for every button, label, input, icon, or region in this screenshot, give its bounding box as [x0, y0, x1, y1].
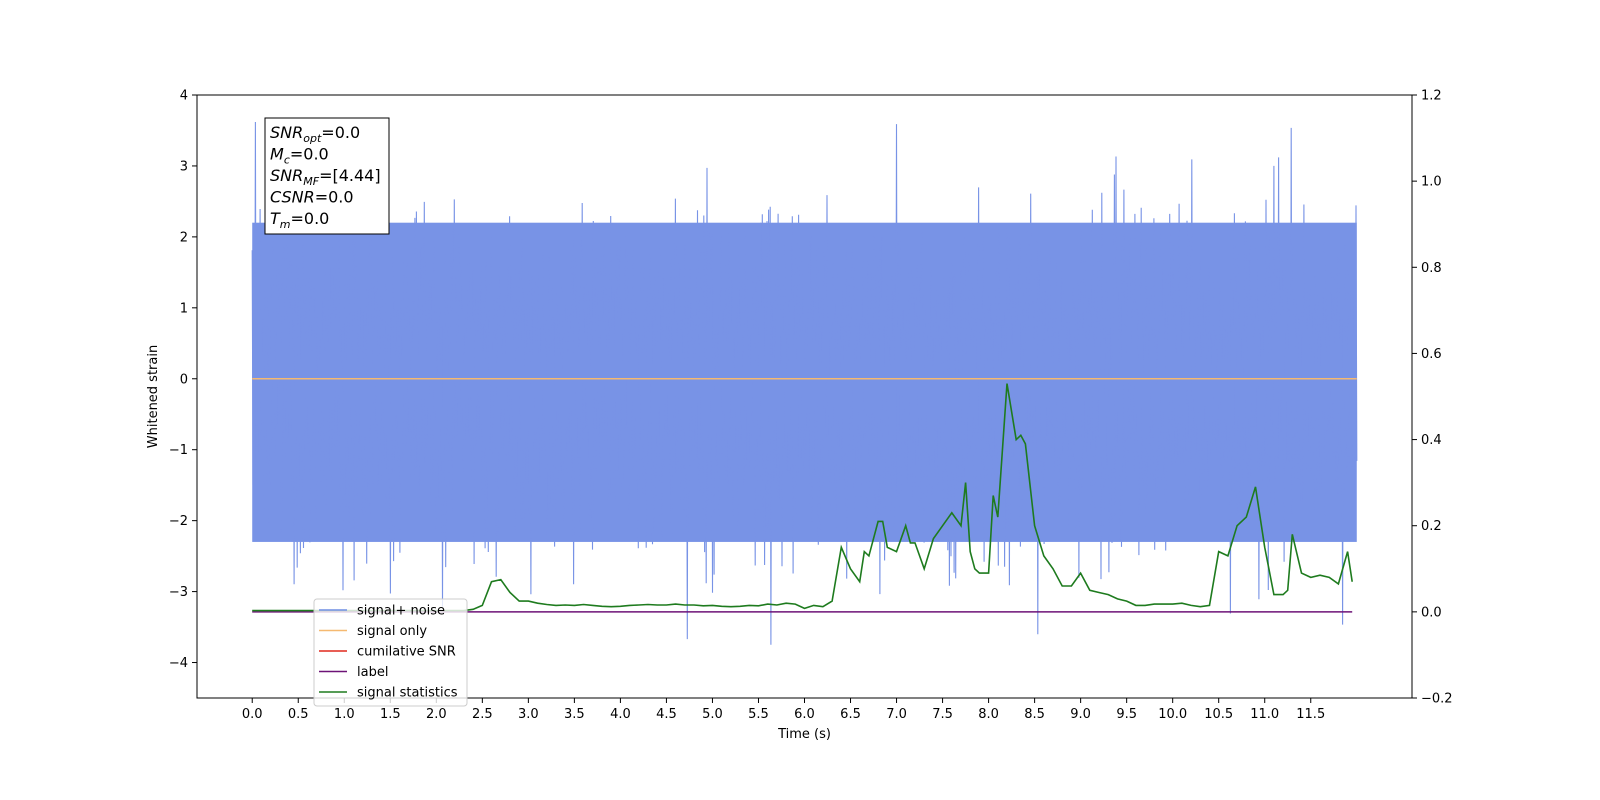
x-tick-label: 3.5: [564, 707, 585, 722]
annotation-line: CSNR=0.0: [270, 188, 354, 207]
y-axis-label: Whitened strain: [146, 345, 161, 448]
y-tick-label: −2: [169, 514, 188, 529]
x-tick-label: 0.5: [288, 707, 309, 722]
annotation-line: SNRMF=[4.44]: [270, 166, 381, 188]
x-tick-label: 6.5: [840, 707, 861, 722]
annotation-line: Tm=0.0: [270, 209, 329, 231]
x-tick-label: 9.0: [1070, 707, 1091, 722]
legend-label: cumilative SNR: [357, 645, 456, 660]
y2-tick-label: −0.2: [1421, 692, 1453, 707]
noise-trace-layer: [251, 121, 1358, 645]
x-tick-label: 4.0: [610, 707, 631, 722]
y-tick-label: −1: [169, 443, 188, 458]
y2-tick-label: 0.0: [1421, 605, 1442, 620]
x-tick-label: 4.5: [656, 707, 677, 722]
x-tick-label: 6.0: [794, 707, 815, 722]
y-tick-label: 3: [180, 159, 188, 174]
x-tick-label: 8.5: [1024, 707, 1045, 722]
x-tick-label: 1.5: [380, 707, 401, 722]
y2-tick-label: 0.8: [1421, 261, 1442, 276]
y-axis-ticks: −4 −3 −2 −1 0 1 2 3 4: [169, 89, 197, 671]
x-tick-label: 10.5: [1204, 707, 1233, 722]
x-tick-label: 1.0: [334, 707, 355, 722]
x-tick-label: 9.5: [1116, 707, 1137, 722]
y-tick-label: −4: [169, 656, 188, 671]
x-tick-label: 11.5: [1296, 707, 1325, 722]
x-tick-label: 11.0: [1250, 707, 1279, 722]
y-tick-label: 2: [180, 230, 188, 245]
x-tick-label: 5.0: [702, 707, 723, 722]
legend: signal+ noise signal only cumilative SNR la…: [313, 598, 468, 707]
y2-tick-label: 0.6: [1421, 347, 1442, 362]
x-axis-label: Time (s): [777, 727, 831, 742]
legend-label: label: [357, 665, 388, 680]
y-tick-label: −3: [169, 585, 188, 600]
x-tick-label: 5.5: [748, 707, 769, 722]
x-tick-label: 3.0: [518, 707, 539, 722]
x-tick-label: 8.0: [978, 707, 999, 722]
annotation-line: Mc=0.0: [270, 145, 329, 167]
y-tick-label: 0: [180, 372, 188, 387]
x-tick-label: 10.0: [1158, 707, 1187, 722]
legend-label: signal only: [357, 624, 427, 639]
y2-tick-label: 1.2: [1421, 89, 1442, 104]
x-tick-label: 2.0: [426, 707, 447, 722]
y-tick-label: 4: [180, 89, 188, 104]
legend-label: signal statistics: [357, 686, 458, 701]
y2-tick-label: 0.4: [1421, 433, 1442, 448]
x-axis-ticks: 0.0 0.5 1.0 1.5 2.0 2.5 3.0 3.5 4.0 4.5 5.0 5.5 6.0 6…: [242, 698, 1325, 722]
y2-tick-label: 0.2: [1421, 519, 1442, 534]
legend-frame: [313, 598, 468, 707]
series-line-signal-statistics: [252, 383, 1353, 612]
annotation-frame: [264, 117, 390, 235]
x-tick-label: 2.5: [472, 707, 493, 722]
x-tick-label: 7.5: [932, 707, 953, 722]
y-tick-label: 1: [180, 301, 188, 316]
legend-label: signal+ noise: [357, 604, 445, 619]
x-tick-label: 0.0: [242, 707, 263, 722]
annotation-line: SNRopt=0.0: [270, 123, 360, 145]
y2-tick-label: 1.0: [1421, 175, 1442, 190]
series-line-signal-noise: [251, 121, 1358, 645]
x-tick-label: 7.0: [886, 707, 907, 722]
y2-axis-ticks: −0.2 0.0 0.2 0.4 0.6 0.8 1.0 1.2: [1412, 89, 1453, 707]
